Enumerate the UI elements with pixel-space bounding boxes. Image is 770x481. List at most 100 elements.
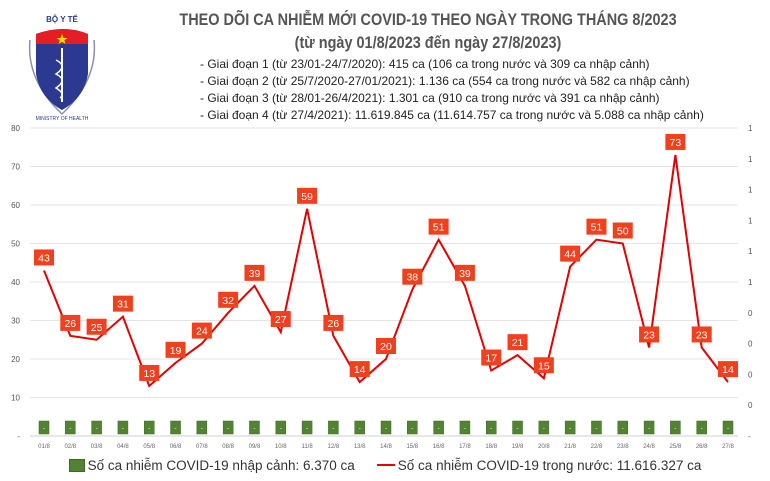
bar-data-label: - xyxy=(464,426,466,432)
phase-note: - Giai đoạn 1 (từ 23/01-24/7/2020): 415 … xyxy=(200,57,650,71)
data-label: 38 xyxy=(406,272,418,284)
chart-title: THEO DÕI CA NHIỄM MỚI COVID-19 THEO NGÀY… xyxy=(179,10,677,29)
bar-data-label: - xyxy=(543,426,545,432)
data-label: 39 xyxy=(249,268,261,280)
x-tick-label: 25/8 xyxy=(670,444,682,450)
bar-imported xyxy=(196,420,208,435)
bar-data-label: - xyxy=(622,426,624,432)
x-tick-label: 05/8 xyxy=(143,444,155,450)
x-tick-label: 03/8 xyxy=(91,444,103,450)
x-tick-label: 13/8 xyxy=(354,444,366,450)
data-label-box xyxy=(218,291,239,308)
phase-notes: - Giai đoạn 1 (từ 23/01-24/7/2020): 415 … xyxy=(200,56,704,124)
data-label-box xyxy=(586,218,607,235)
bar-imported xyxy=(275,420,287,435)
bar-imported xyxy=(249,420,260,435)
bar-data-label: - xyxy=(280,426,282,432)
data-label-box xyxy=(481,349,502,366)
data-label-box xyxy=(297,187,318,204)
data-label: 31 xyxy=(117,299,129,311)
bar-imported xyxy=(512,420,523,435)
bar-data-label: - xyxy=(96,426,98,432)
data-label: 23 xyxy=(643,329,655,341)
data-label-box xyxy=(454,264,475,281)
bar-data-label: - xyxy=(148,426,150,432)
x-tick-label: 12/8 xyxy=(328,444,340,450)
data-label: 39 xyxy=(459,268,471,280)
x-tick-label: 09/8 xyxy=(249,444,261,450)
x-tick-label: 21/8 xyxy=(564,444,576,450)
x-tick-label: 22/8 xyxy=(591,444,603,450)
data-label-box xyxy=(560,245,581,262)
right-axis-tick: - xyxy=(748,432,751,441)
phase-note: - Giai đoạn 4 (từ 27/4/2021): 11.619.845… xyxy=(200,108,704,122)
bar-imported xyxy=(696,420,707,435)
logo-subtext: MINISTRY OF HEALTH xyxy=(36,116,89,122)
bar-imported xyxy=(459,420,471,435)
bar-imported xyxy=(301,420,313,435)
data-label-box xyxy=(323,314,344,331)
x-tick-label: 16/8 xyxy=(433,444,445,450)
bar-data-label: - xyxy=(674,426,676,432)
left-axis-tick: 30 xyxy=(11,317,20,326)
left-axis-tick: 80 xyxy=(11,124,20,133)
bar-data-label: - xyxy=(385,426,387,432)
bar-imported xyxy=(222,420,234,435)
right-axis-tick: 1 xyxy=(748,278,753,287)
left-axis-tick: - xyxy=(17,432,20,441)
data-label-box xyxy=(139,364,160,381)
phase-note: - Giai đoạn 3 (từ 28/01-26/4/2021): 1.30… xyxy=(200,91,660,105)
x-tick-label: 20/8 xyxy=(538,444,550,450)
bar-imported xyxy=(407,420,418,435)
x-tick-label: 08/8 xyxy=(222,444,234,450)
data-label: 17 xyxy=(485,353,497,365)
data-label: 24 xyxy=(196,326,208,338)
data-label: 50 xyxy=(617,226,629,238)
bar-data-label: - xyxy=(227,426,229,432)
left-axis-tick: 60 xyxy=(11,201,20,210)
data-label: 19 xyxy=(170,345,182,357)
bar-imported xyxy=(433,420,444,435)
bar-data-label: - xyxy=(438,426,440,432)
bar-data-label: - xyxy=(490,426,492,432)
legend-domestic: Số ca nhiễm COVID-19 trong nước: 11.616.… xyxy=(397,457,702,473)
data-label: 13 xyxy=(143,368,155,380)
data-label: 27 xyxy=(275,314,287,326)
bar-imported xyxy=(91,420,102,435)
data-label: 43 xyxy=(38,252,50,264)
bar-imported xyxy=(722,420,734,435)
bar-imported xyxy=(38,420,50,435)
data-label-box xyxy=(533,357,554,374)
legend-imported: Số ca nhiễm COVID-19 nhập cảnh: 6.370 ca xyxy=(87,457,355,473)
right-axis-tick: 1 xyxy=(748,124,753,133)
data-label-box xyxy=(691,326,712,343)
bar-data-label: - xyxy=(201,426,203,432)
data-label: 44 xyxy=(564,249,576,261)
bar-data-label: - xyxy=(411,426,413,432)
data-label: 20 xyxy=(380,341,392,353)
logo-text: BỘ Y TẾ xyxy=(46,14,78,24)
left-axis-tick: 50 xyxy=(11,240,20,249)
data-label-box xyxy=(86,318,107,335)
bar-data-label: - xyxy=(306,426,308,432)
bar-imported xyxy=(617,420,629,435)
legend-swatch-imported xyxy=(68,458,85,472)
bar-data-label: - xyxy=(648,426,650,432)
legend-swatch-domestic xyxy=(376,464,395,467)
data-label-box xyxy=(112,295,133,312)
x-tick-label: 17/8 xyxy=(459,444,471,450)
chart-subtitle: (từ ngày 01/8/2023 đến ngày 27/8/2023) xyxy=(294,33,562,52)
data-label-box xyxy=(376,338,396,354)
bar-data-label: - xyxy=(517,426,519,432)
x-tick-label: 07/8 xyxy=(196,444,208,450)
x-tick-label: 24/8 xyxy=(643,444,655,450)
bar-data-label: - xyxy=(175,426,177,432)
bar-imported xyxy=(354,420,365,435)
data-label: 59 xyxy=(301,191,313,203)
data-label-box xyxy=(270,311,291,328)
right-axis-tick: 1 xyxy=(748,186,753,195)
left-axis-tick: 40 xyxy=(11,278,20,287)
data-label-box xyxy=(507,334,528,351)
bar-imported xyxy=(591,420,602,435)
